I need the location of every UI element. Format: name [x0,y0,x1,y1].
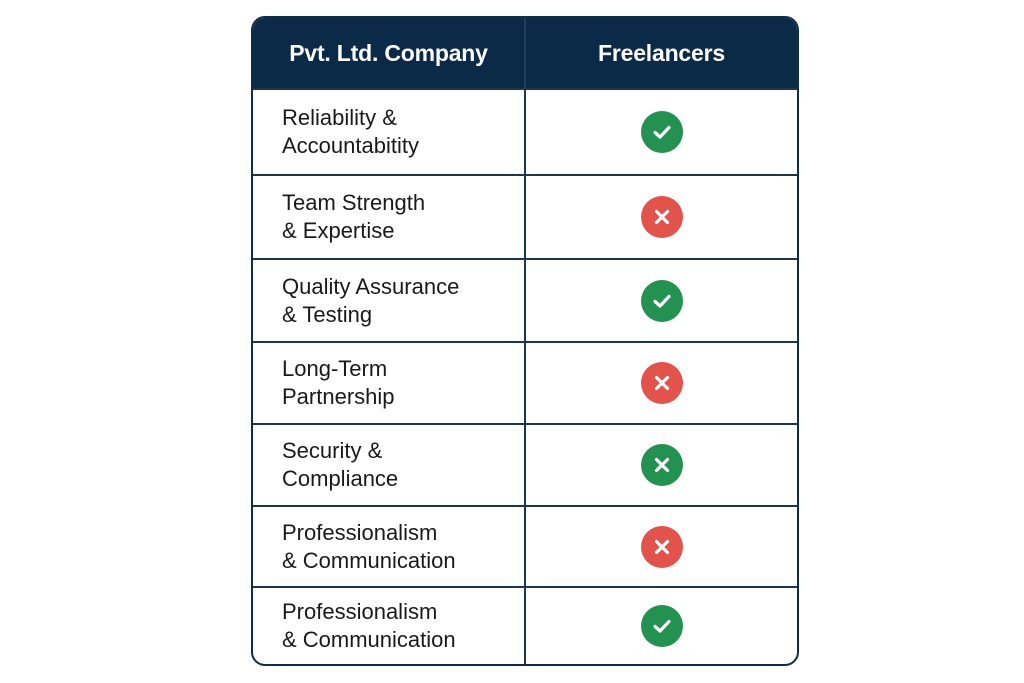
row-label: Long-Term Partnership [282,356,395,409]
x-circle-icon [640,196,683,238]
row-label: Security & Compliance [282,438,399,491]
row-label-cell: Professionalism & Communication [253,507,526,586]
row-label-cell: Reliability & Accountabitity [253,90,526,174]
row-label-cell: Security & Compliance [253,425,526,505]
row-status-cell [526,343,797,423]
row-status-cell [526,176,797,258]
row-label-cell: Long-Term Partnership [253,343,526,423]
table-body: Reliability & Accountabitity Team Streng… [253,88,797,664]
table-row-1: Reliability & Accountabitity [253,88,797,174]
x-circle-icon [640,444,683,486]
table-row-3: Quality Assurance & Testing [253,258,797,341]
header-freelancers: Freelancers [598,39,725,66]
row-status-cell [526,260,797,341]
row-status-cell [526,588,797,664]
table-row-4: Long-Term Partnership [253,341,797,423]
row-label-cell: Team Strength & Expertise [253,176,526,258]
table-row-7: Professionalism & Communication [253,586,797,664]
row-label-cell: Professionalism & Communication [253,588,526,664]
row-status-cell [526,425,797,505]
row-label-cell: Quality Assurance & Testing [253,260,526,341]
check-circle-icon [640,279,683,322]
table-row-6: Professionalism & Communication [253,505,797,586]
comparison-table: Pvt. Ltd. Company Freelancers Reliabilit… [251,16,799,666]
row-label: Reliability & Accountabitity [282,105,419,158]
check-circle-icon [640,605,683,647]
row-label: Quality Assurance & Testing [282,273,460,327]
row-label: Professionalism & Communication [282,519,456,573]
x-circle-icon [640,362,683,404]
row-status-cell [526,90,797,174]
row-label: Team Strength & Expertise [282,190,426,243]
table-row-5: Security & Compliance [253,423,797,505]
table-row-2: Team Strength & Expertise [253,174,797,258]
header-pvt-ltd-company: Pvt. Ltd. Company [253,18,526,88]
check-circle-icon [640,111,683,153]
x-circle-icon [640,525,683,568]
table-header: Pvt. Ltd. Company Freelancers [253,18,797,88]
row-label: Professionalism & Communication [282,599,456,652]
row-status-cell [526,507,797,586]
